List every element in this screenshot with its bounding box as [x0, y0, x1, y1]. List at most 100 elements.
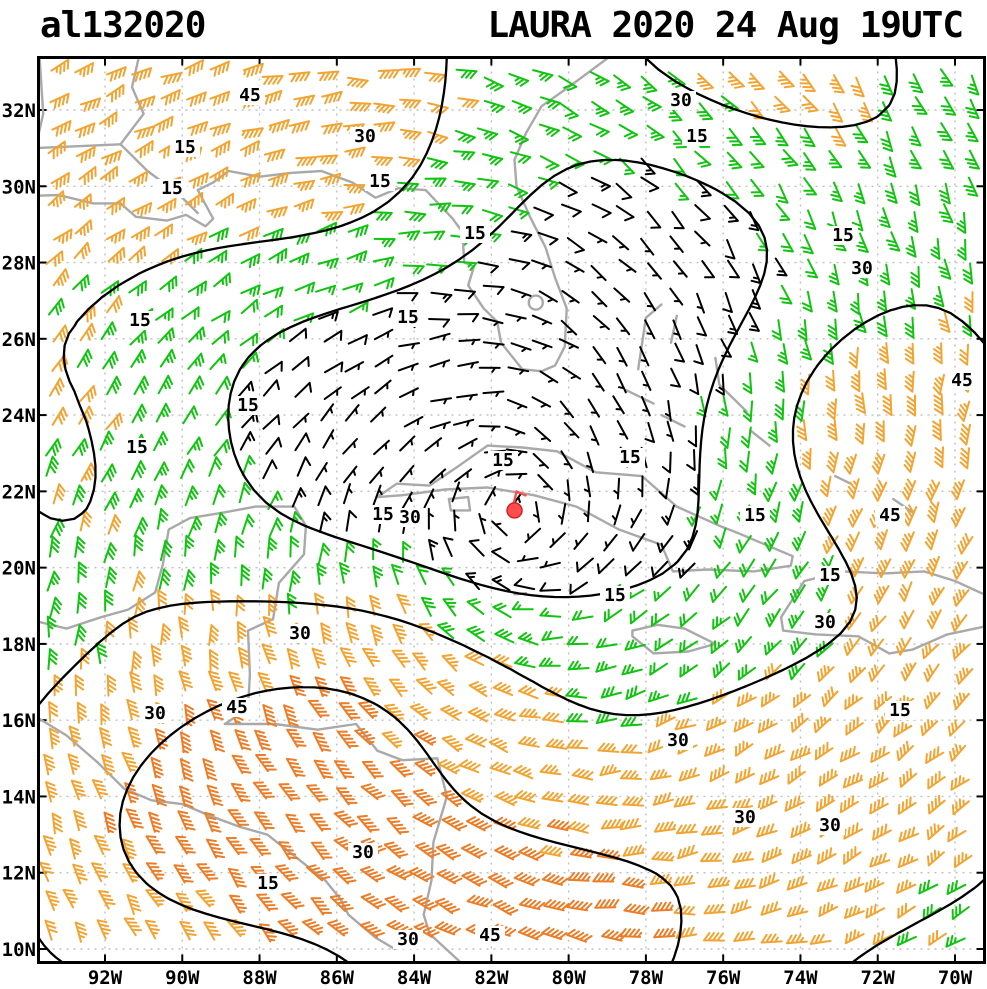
- contour-label-bg: [475, 926, 505, 945]
- shear-contour-15: [227, 158, 769, 599]
- contour-label-bg: [460, 224, 490, 243]
- contour-label: 15: [129, 310, 151, 331]
- contour-label-bg: [730, 808, 760, 827]
- contour-label-bg: [847, 259, 877, 278]
- lon-label: 70W: [938, 967, 973, 989]
- contour-label: 45: [479, 925, 501, 946]
- wind-barbs-orange: [39, 58, 974, 946]
- contour-label-bg: [740, 506, 770, 525]
- contour-label: 15: [369, 171, 391, 192]
- storm-id-title: al132020: [40, 5, 206, 46]
- wind-barbs-green: [45, 68, 980, 948]
- contour-label: 30: [851, 258, 873, 279]
- contour-label: 30: [814, 612, 836, 633]
- contour-label: 15: [464, 223, 486, 244]
- contour-label-bg: [666, 91, 696, 110]
- contour-label: 30: [819, 815, 841, 836]
- lat-label: 26N: [2, 329, 36, 351]
- contour-label: 30: [352, 842, 374, 863]
- shear-contour-45: [118, 685, 683, 963]
- contour-label-bg: [122, 438, 152, 457]
- contour-label-bg: [222, 698, 252, 717]
- lon-label: 88W: [242, 967, 277, 989]
- contour-label-bg: [233, 396, 263, 415]
- contour-label: 15: [397, 307, 419, 328]
- contour-label: 30: [734, 807, 756, 828]
- lon-label: 84W: [397, 967, 432, 989]
- contour-label: 15: [372, 504, 394, 525]
- contour-label: 15: [604, 585, 626, 606]
- wind-barbs-red-orange: [103, 674, 676, 943]
- lon-label: 86W: [320, 967, 355, 989]
- contour-label: 30: [667, 730, 689, 751]
- contour-label: 15: [832, 225, 854, 246]
- contour-label-bg: [157, 179, 187, 198]
- contour-label-bg: [393, 308, 423, 327]
- contour-label-bg: [663, 731, 693, 750]
- lat-label: 24N: [2, 405, 36, 427]
- contour-label: 15: [161, 178, 183, 199]
- contour-label: 15: [744, 505, 766, 526]
- contour-label: 15: [237, 395, 259, 416]
- contour-label: 30: [399, 507, 421, 528]
- lon-label: 80W: [551, 967, 586, 989]
- wind-barbs-black: [237, 157, 788, 595]
- contour-label-bg: [348, 843, 378, 862]
- map-frame: [37, 56, 986, 964]
- contour-label: 30: [670, 90, 692, 111]
- lon-label: 74W: [783, 967, 818, 989]
- contour-label-bg: [885, 701, 915, 720]
- storm-marker: [506, 490, 527, 519]
- coastline-layer: [38, 57, 985, 963]
- contour-label-bg: [810, 613, 840, 632]
- contour-label-bg: [615, 448, 645, 467]
- contour-layer: [38, 57, 985, 963]
- contour-label: 45: [226, 697, 248, 718]
- lat-label: 14N: [2, 786, 36, 808]
- contour-label-bg: [488, 451, 518, 470]
- contour-label-bg: [170, 138, 200, 157]
- contour-label-bg: [393, 930, 423, 949]
- contour-label-bg: [815, 816, 845, 835]
- lake-okeechobee: [527, 294, 544, 311]
- contour-label-bg: [140, 704, 170, 723]
- contour-label-bg: [350, 127, 380, 146]
- axis-label-layer: 32N 30N 28N 26N 24N 22N 20N 18N 16N 14N 12N 10N 92W 9…: [2, 100, 973, 989]
- contour-label: 30: [397, 929, 419, 950]
- contour-label-bg: [395, 508, 425, 527]
- lon-label: 82W: [474, 967, 509, 989]
- contour-label-bg: [947, 371, 977, 390]
- lat-label: 12N: [2, 863, 36, 885]
- contour-label-bg: [815, 566, 845, 585]
- shear-contour-30: [38, 57, 985, 963]
- contour-label-bg: [828, 226, 858, 245]
- lon-label: 76W: [706, 967, 741, 989]
- contour-label: 45: [879, 505, 901, 526]
- contour-label-bg: [875, 506, 905, 525]
- contour-label-bg: [235, 86, 265, 105]
- chart-title: LAURA 2020 24 Aug 19UTC: [487, 5, 964, 46]
- contour-label-bg: [253, 874, 283, 893]
- contour-label-bg: [600, 586, 630, 605]
- lon-label: 78W: [629, 967, 664, 989]
- lat-label: 30N: [2, 176, 36, 198]
- contour-label: 15: [889, 700, 911, 721]
- contour-label-bg: [368, 505, 398, 524]
- contour-label: 15: [686, 126, 708, 147]
- contour-label: 45: [951, 370, 973, 391]
- lon-label: 92W: [88, 967, 123, 989]
- contour-label: 15: [819, 565, 841, 586]
- contour-label-bg: [125, 311, 155, 330]
- lat-label: 18N: [2, 634, 36, 656]
- contour-label: 15: [257, 873, 279, 894]
- lat-label: 28N: [2, 253, 36, 275]
- lon-label: 90W: [165, 967, 200, 989]
- contour-label: 15: [492, 450, 514, 471]
- contour-label: 30: [144, 703, 166, 724]
- lat-label: 10N: [2, 939, 36, 961]
- lon-label: 72W: [861, 967, 896, 989]
- contour-label: 15: [619, 447, 641, 468]
